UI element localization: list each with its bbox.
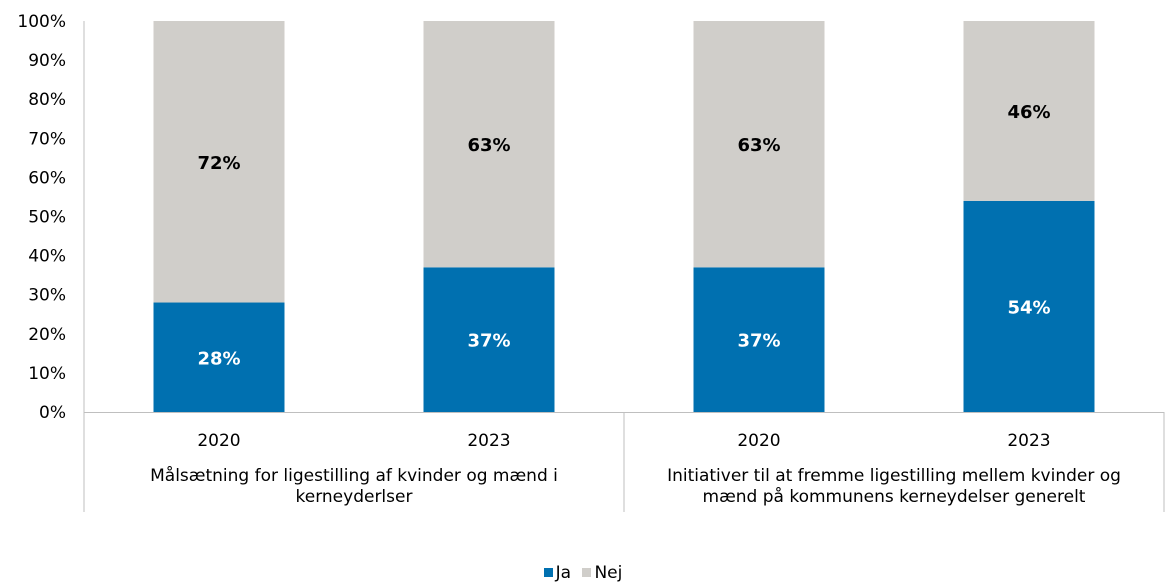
bar-nej [693, 21, 825, 268]
data-label: 28% [197, 348, 240, 369]
bar-ja [423, 267, 555, 412]
data-label: 63% [467, 135, 510, 156]
group-label: kerneyderlser [296, 487, 413, 507]
y-tick-label: 20% [28, 325, 66, 345]
bar-nej [963, 21, 1095, 201]
data-label: 37% [467, 331, 510, 352]
data-label: 37% [737, 331, 780, 352]
bar-ja [963, 200, 1095, 412]
bar-nej [153, 21, 285, 303]
y-tick-label: 50% [28, 208, 66, 228]
legend-label-ja: Ja [555, 563, 572, 583]
group-label: mænd på kommunens kerneydelser generelt [703, 486, 1086, 507]
y-tick-label: 80% [28, 90, 66, 110]
legend-item-nej: Nej [582, 563, 622, 583]
x-tick-label: 2020 [197, 431, 240, 451]
y-tick-label: 40% [28, 247, 66, 267]
data-label: 72% [197, 153, 240, 174]
legend: Ja Nej [0, 563, 1166, 583]
legend-item-ja: Ja [543, 563, 572, 583]
data-label: 54% [1007, 297, 1050, 318]
y-tick-label: 70% [28, 129, 66, 149]
x-tick-label: 2023 [467, 431, 510, 451]
x-tick-label: 2023 [1007, 431, 1050, 451]
data-label: 63% [737, 135, 780, 156]
bar-ja [153, 302, 285, 412]
y-tick-label: 0% [39, 403, 66, 423]
y-tick-label: 30% [28, 286, 66, 306]
y-tick-label: 10% [28, 364, 66, 384]
data-label: 46% [1007, 102, 1050, 123]
legend-swatch-nej [582, 568, 592, 577]
bar-nej [423, 21, 555, 268]
y-tick-label: 100% [17, 12, 66, 32]
x-tick-label: 2020 [737, 431, 780, 451]
group-label: Målsætning for ligestilling af kvinder o… [150, 465, 558, 486]
y-tick-label: 60% [28, 168, 66, 188]
legend-swatch-ja [543, 568, 553, 577]
legend-label-nej: Nej [594, 563, 623, 583]
group-label: Initiativer til at fremme ligestilling m… [667, 466, 1121, 486]
bar-ja [693, 267, 825, 412]
y-tick-label: 90% [28, 51, 66, 71]
